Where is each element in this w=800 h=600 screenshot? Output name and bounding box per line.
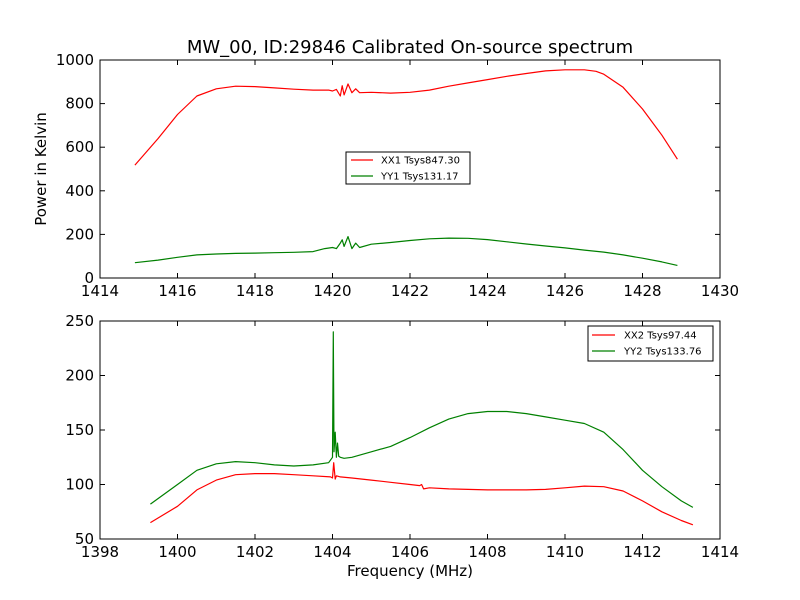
bottom-y-tick-label: 100 [65,476,94,494]
y-axis-label: Power in Kelvin [32,112,50,226]
legend-label-xx1: XX1 Tsys847.30 [381,156,460,167]
bottom-x-tick-label: 1408 [468,543,506,561]
bottom-x-tick-label: 1406 [391,543,429,561]
bottom-x-tick-label: 1414 [701,543,739,561]
top-axes-frame [99,59,721,279]
bottom-axes-frame [99,320,721,540]
top-legend-box [345,151,471,185]
top-y-tick-label: 0 [84,269,94,287]
top-x-tick-label: 1420 [313,282,351,300]
bottom-y-tick-label: 250 [65,312,94,330]
top-x-tick-label: 1416 [158,282,196,300]
top-y-tick-label: 1000 [56,51,94,69]
bottom-legend: XX2 Tsys97.44 YY2 Tsys133.76 [587,325,714,362]
top-y-tick-label: 200 [65,225,94,243]
top-tick-group: 1414 1416 1418 1420 1422 1424 1426 1428 1430 0 200… [56,51,739,300]
bottom-y-tick-label: 200 [65,367,94,385]
bottom-series-group [150,331,694,526]
bottom-subplot: Frequency (MHz) 1398 1400 1402 1404 1406 1408… [65,312,739,580]
top-y-tick-label: 600 [65,138,94,156]
top-y-tick-label: 400 [65,182,94,200]
x-axis-label: Frequency (MHz) [347,562,473,580]
top-x-tick-label: 1418 [236,282,274,300]
bottom-x-tick-label: 1404 [313,543,351,561]
bottom-x-tick-label: 1398 [81,543,119,561]
top-y-tick-label: 800 [65,95,94,113]
bottom-series-line-xx [150,462,694,526]
legend-label-yy2: YY2 Tsys133.76 [623,347,702,358]
top-x-tick-label: 1430 [701,282,739,300]
chart-title: MW_00, ID:29846 Calibrated On-source spe… [187,37,633,58]
top-x-tick-label: 1428 [623,282,661,300]
bottom-tick-group: 1398 1400 1402 1404 1406 1408 1410 1412 1414 50 10… [65,312,739,561]
bottom-legend-box [587,325,714,362]
bottom-x-tick-label: 1410 [546,543,584,561]
bottom-x-tick-label: 1400 [158,543,196,561]
top-x-tick-label: 1424 [468,282,506,300]
top-series-line-yy [134,236,678,266]
legend-label-xx2: XX2 Tsys97.44 [624,331,697,342]
bottom-y-tick-label: 50 [75,530,94,548]
bottom-x-tick-label: 1402 [236,543,274,561]
legend-label-yy1: YY1 Tsys131.17 [380,172,459,183]
bottom-series-line-yy [150,331,694,508]
top-x-tick-label: 1426 [546,282,584,300]
top-series-group [134,69,678,266]
bottom-x-tick-label: 1412 [623,543,661,561]
top-legend: XX1 Tsys847.30 YY1 Tsys131.17 [345,151,471,185]
top-x-tick-label: 1422 [391,282,429,300]
top-series-line-xx [134,69,678,166]
top-subplot: MW_00, ID:29846 Calibrated On-source spe… [32,37,739,300]
top-x-tick-label: 1414 [81,282,119,300]
bottom-y-tick-label: 150 [65,421,94,439]
